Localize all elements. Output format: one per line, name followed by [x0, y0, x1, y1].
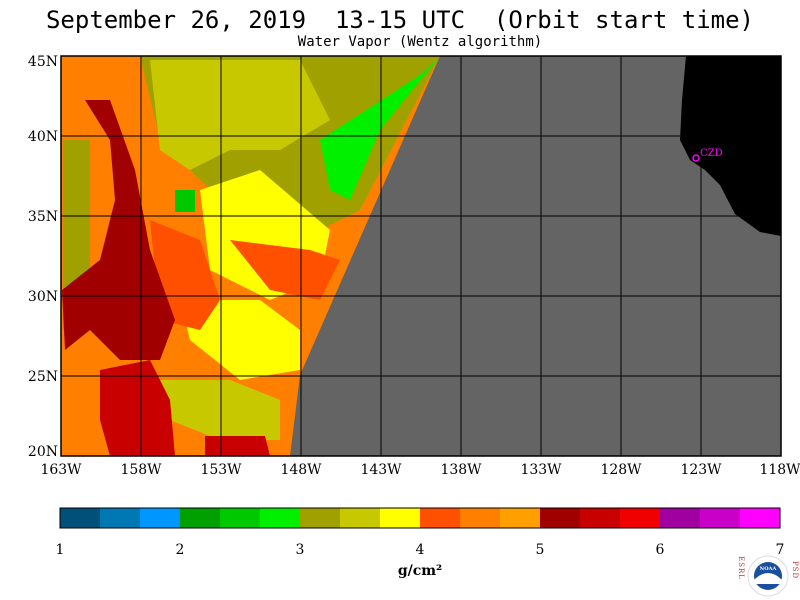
colorbar-unit: g/cm²	[398, 563, 442, 579]
moisture-band-olive-left	[63, 140, 90, 300]
colorbar-segment	[100, 508, 141, 528]
moisture-plume-darkred	[62, 100, 175, 360]
lat-label-20n: 20N	[28, 444, 58, 460]
land-mass	[680, 56, 781, 236]
lon-label-163w: 163W	[40, 462, 82, 478]
colorbar-segment	[580, 508, 621, 528]
colorbar-tick-2: 2	[176, 542, 185, 558]
colorbar-segment	[500, 508, 541, 528]
map-title: September 26, 2019 13-15 UTC (Orbit star…	[45, 6, 754, 34]
logo-psd: PSD	[791, 561, 799, 579]
lon-label-118w: 118W	[759, 462, 800, 478]
colorbar-segment	[740, 508, 781, 528]
longitude-labels: 163W 158W 153W 148W 143W 138W 133W 128W …	[40, 462, 800, 478]
colorbar-segment	[220, 508, 261, 528]
moisture-plume-red	[100, 360, 175, 456]
moisture-band-yellow-2	[180, 300, 300, 380]
lon-label-143w: 143W	[360, 462, 402, 478]
moisture-band-green-2	[175, 190, 195, 212]
lat-label-35n: 35N	[28, 209, 58, 225]
map-panel: CZD	[61, 56, 781, 456]
lon-label-153w: 153W	[200, 462, 242, 478]
station-marker	[692, 154, 700, 162]
colorbar-ticks: 1 2 3 4 5 6 7	[56, 542, 785, 558]
colorbar-segment	[300, 508, 341, 528]
lon-label-158w: 158W	[120, 462, 162, 478]
lon-label-138w: 138W	[440, 462, 482, 478]
lat-label-40n: 40N	[28, 129, 58, 145]
colorbar	[60, 508, 781, 528]
moisture-plume-red-2	[205, 436, 270, 456]
colorbar-tick-6: 6	[656, 542, 665, 558]
colorbar-tick-7: 7	[776, 542, 785, 558]
lon-label-148w: 148W	[280, 462, 322, 478]
map-subtitle: Water Vapor (Wentz algorithm)	[297, 34, 543, 50]
colorbar-segment	[620, 508, 661, 528]
lon-label-133w: 133W	[520, 462, 562, 478]
colorbar-segment	[700, 508, 741, 528]
lat-label-30n: 30N	[28, 289, 58, 305]
latitude-labels: 45N 40N 35N 30N 25N 20N	[28, 54, 58, 460]
noaa-logo-center: NOAA	[760, 566, 777, 572]
colorbar-tick-1: 1	[56, 542, 65, 558]
colorbar-segment	[60, 508, 101, 528]
map-frame	[60, 55, 782, 457]
colorbar-tick-5: 5	[536, 542, 545, 558]
grid-lines	[61, 56, 781, 456]
colorbar-segment	[260, 508, 301, 528]
colorbar-tick-4: 4	[416, 542, 425, 558]
moisture-band-olive-2	[160, 380, 280, 440]
moisture-band-yellow-green	[150, 60, 330, 170]
logo-esrl: ESRL	[737, 556, 745, 580]
lat-label-45n: 45N	[28, 54, 58, 70]
colorbar-segment	[380, 508, 421, 528]
moisture-band-orange-1	[230, 240, 340, 300]
colorbar-segment	[420, 508, 461, 528]
station-label: CZD	[700, 148, 723, 159]
colorbar-segment	[460, 508, 501, 528]
moisture-band-green	[320, 56, 440, 200]
noaa-logo: NOAA ESRL PSD	[737, 555, 799, 597]
lon-label-128w: 128W	[600, 462, 642, 478]
colorbar-segment	[140, 508, 181, 528]
lat-label-25n: 25N	[28, 369, 58, 385]
lon-label-123w: 123W	[680, 462, 722, 478]
colorbar-segment	[660, 508, 701, 528]
colorbar-tick-3: 3	[296, 542, 305, 558]
colorbar-segment	[180, 508, 221, 528]
colorbar-segment	[540, 508, 581, 528]
colorbar-segment	[340, 508, 381, 528]
colorbar-frame	[59, 507, 781, 529]
